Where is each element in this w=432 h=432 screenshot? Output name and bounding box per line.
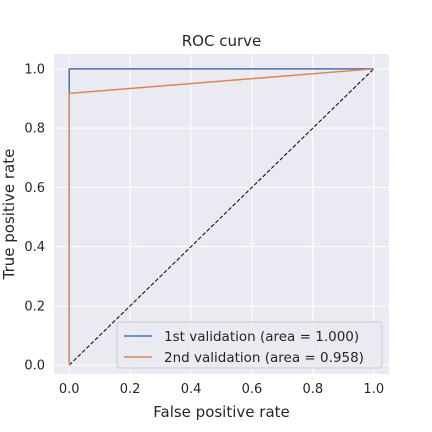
chance-diagonal-line bbox=[68, 68, 375, 366]
y-tick-label: 0.6 bbox=[24, 181, 45, 196]
y-tick-label: 0.0 bbox=[24, 359, 45, 374]
legend-label-2nd-validation: 2nd validation (area = 0.958) bbox=[164, 350, 364, 366]
chart-title: ROC curve bbox=[182, 32, 262, 50]
series-line-2nd-validation bbox=[68, 68, 374, 366]
y-tick-label: 0.8 bbox=[24, 122, 45, 137]
x-axis-title: False positive rate bbox=[153, 403, 290, 421]
legend: 1st validation (area = 1.000) 2nd valida… bbox=[116, 321, 383, 369]
y-tick-label: 1.0 bbox=[24, 62, 45, 77]
x-tick-label: 0.6 bbox=[242, 382, 263, 397]
y-tick-label: 0.2 bbox=[24, 299, 45, 314]
legend-box bbox=[116, 321, 383, 369]
x-tick-label: 0.4 bbox=[181, 382, 202, 397]
x-tick-label: 0.0 bbox=[59, 382, 80, 397]
y-axis-title: True positive rate bbox=[0, 149, 18, 281]
y-tick-label: 0.4 bbox=[24, 240, 45, 255]
series-layer bbox=[68, 68, 375, 366]
tick-labels: 0.0 0.2 0.4 0.6 0.8 1.0 0.0 0.2 0.4 0.6 0.8 1.0 bbox=[24, 62, 384, 397]
x-tick-label: 0.2 bbox=[120, 382, 141, 397]
legend-label-1st-validation: 1st validation (area = 1.000) bbox=[164, 329, 359, 345]
x-tick-label: 1.0 bbox=[363, 382, 384, 397]
x-tick-label: 0.8 bbox=[303, 382, 324, 397]
plot-area bbox=[54, 54, 389, 374]
